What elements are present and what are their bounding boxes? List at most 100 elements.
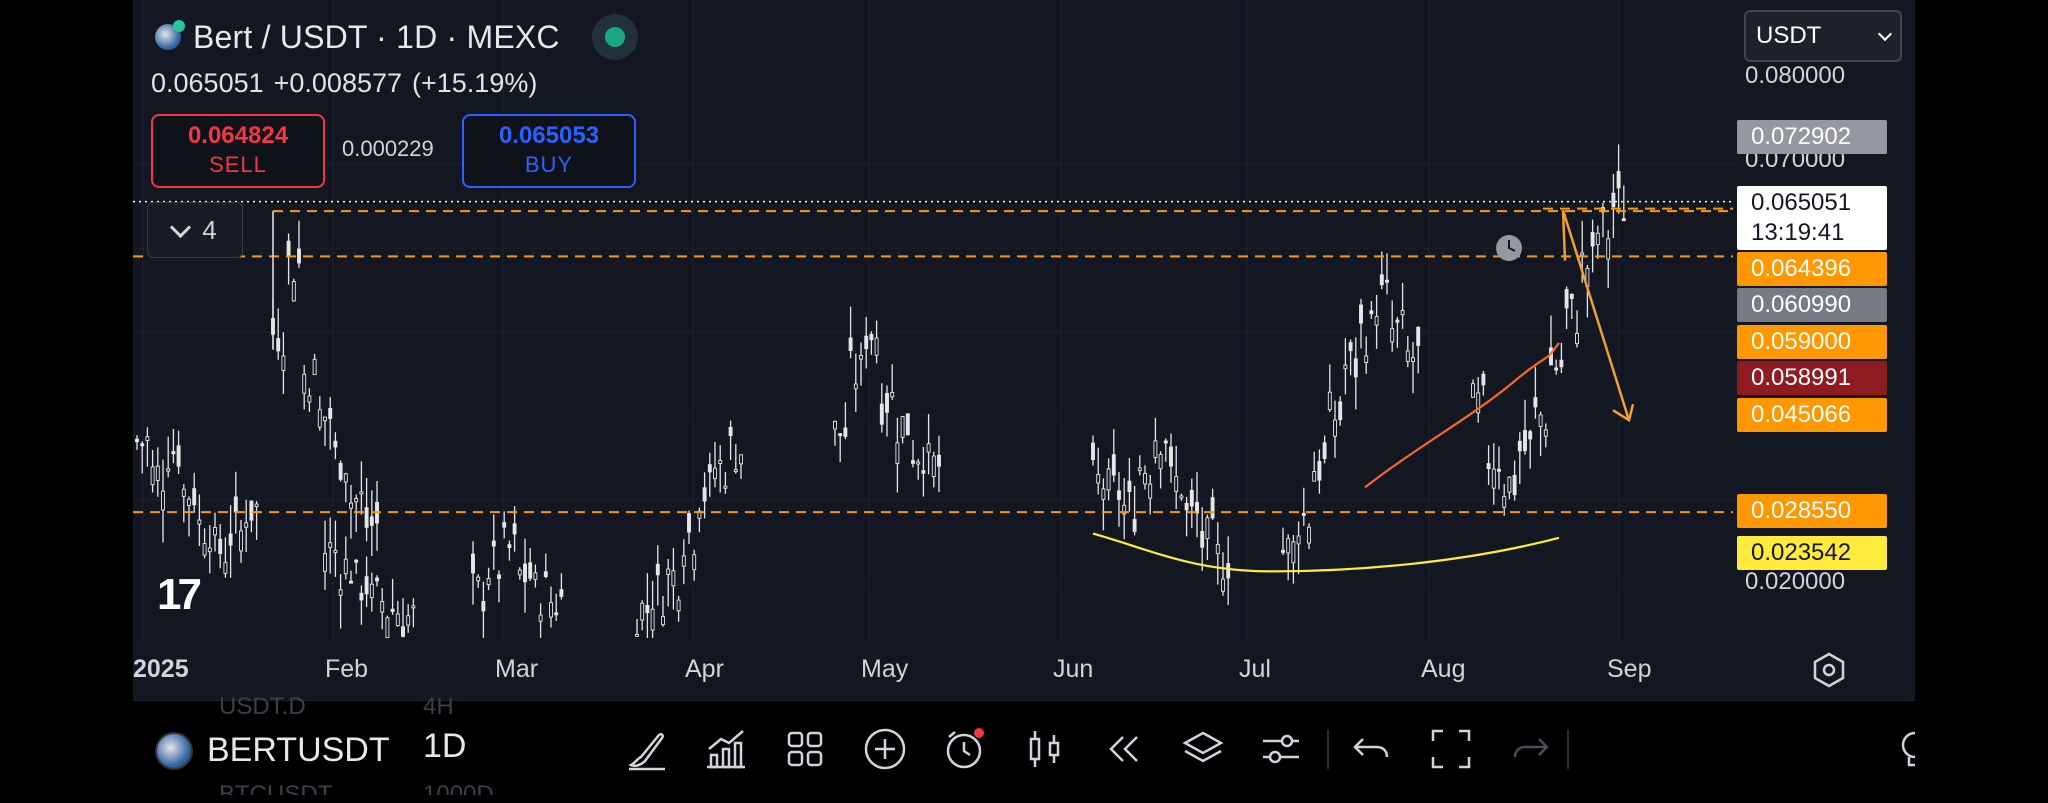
- candle-body: [181, 488, 186, 497]
- candle-body: [1132, 518, 1137, 532]
- candle-body: [1411, 357, 1415, 362]
- buy-button[interactable]: 0.065053 BUY: [462, 114, 636, 188]
- layers-icon[interactable]: [1177, 723, 1229, 775]
- candle-type-icon[interactable]: [1019, 723, 1071, 775]
- candle-body: [681, 555, 686, 567]
- candle-body: [338, 589, 343, 596]
- chart-title[interactable]: Bert / USDT · 1D · MEXC: [193, 18, 560, 55]
- moving-average-yellow: [1092, 532, 1560, 573]
- candle-body: [317, 409, 322, 428]
- time-axis-label: Jun: [1053, 655, 1094, 683]
- live-status-icon: [604, 27, 625, 47]
- add-circle-icon[interactable]: [859, 723, 911, 775]
- market-open-indicator[interactable]: [591, 14, 638, 60]
- candle-body: [411, 605, 416, 609]
- candle-body: [1476, 392, 1481, 414]
- candle-body: [921, 470, 926, 474]
- candle-body: [1096, 473, 1101, 484]
- sell-button[interactable]: 0.064824 SELL: [151, 114, 325, 188]
- candle-body: [192, 488, 197, 506]
- candle-body: [523, 563, 527, 583]
- candle-body: [1327, 391, 1332, 411]
- symbol-button[interactable]: BERTUSDT: [155, 731, 390, 770]
- ghost-interval-below: 1000D: [423, 781, 494, 795]
- bert-logo-icon: [155, 20, 185, 50]
- candle-body: [343, 558, 348, 575]
- candle-body: [328, 407, 333, 419]
- chart-header: Bert / USDT · 1D · MEXC: [155, 14, 638, 60]
- fullscreen-icon[interactable]: [1425, 723, 1477, 775]
- candle-body: [486, 578, 491, 586]
- alert-clock-icon[interactable]: [939, 723, 991, 775]
- ghost-symbol-above: USDT.D: [219, 693, 306, 720]
- indicators-icon[interactable]: [699, 723, 751, 775]
- candle-body: [859, 355, 863, 360]
- settings-sliders-icon[interactable]: [1255, 723, 1307, 775]
- chart-settings-icon[interactable]: [1809, 650, 1849, 690]
- candle-body: [1416, 326, 1421, 346]
- replay-icon[interactable]: [1097, 723, 1149, 775]
- candle-body: [323, 552, 327, 572]
- price-axis-label: 0.020000: [1745, 568, 1846, 595]
- toolbar-divider: [1327, 729, 1329, 769]
- candle-body: [1153, 440, 1158, 458]
- buy-price: 0.065053: [498, 122, 600, 149]
- moving-average-orange: [1364, 342, 1560, 489]
- candle-body: [718, 460, 723, 464]
- candle-body: [369, 583, 374, 599]
- redo-icon[interactable]: [1505, 723, 1557, 775]
- symbol-name: BERTUSDT: [207, 731, 390, 769]
- candle-body: [864, 335, 869, 350]
- candle-body: [507, 544, 512, 549]
- candle-body: [879, 403, 884, 425]
- candle-body: [723, 485, 728, 489]
- candle-body: [213, 527, 217, 536]
- candle-body: [323, 416, 327, 422]
- candle-body: [359, 592, 364, 601]
- chevron-down-icon: [170, 216, 192, 238]
- candle-body: [338, 462, 343, 480]
- price-chart[interactable]: [133, 0, 1915, 700]
- candle-body: [223, 561, 228, 574]
- price-tag: 0.072902: [1737, 120, 1887, 154]
- candle-body: [1569, 293, 1574, 299]
- grid-icon[interactable]: [779, 723, 831, 775]
- candle-body: [343, 473, 348, 483]
- indicators-collapse-button[interactable]: 4: [147, 202, 243, 258]
- candle-body: [895, 442, 900, 464]
- candle-body: [1517, 440, 1522, 452]
- interval-button[interactable]: 1D: [423, 727, 467, 765]
- undo-icon[interactable]: [1345, 723, 1397, 775]
- candle-body: [471, 553, 475, 574]
- candle-body: [197, 519, 202, 525]
- candle-body: [390, 608, 395, 612]
- candle-body: [1528, 431, 1533, 440]
- brush-icon[interactable]: [621, 723, 673, 775]
- candle-body: [1390, 328, 1395, 343]
- candle-body: [291, 281, 296, 302]
- candle-body: [1590, 231, 1595, 247]
- candle-body: [937, 454, 941, 467]
- currency-select[interactable]: USDT: [1744, 10, 1902, 62]
- candle-body: [354, 559, 359, 563]
- candle-body: [1497, 468, 1501, 472]
- price-tag: 0.023542: [1737, 536, 1887, 570]
- candle-body: [1148, 483, 1153, 499]
- lightbulb-icon[interactable]: [1889, 723, 1915, 775]
- candle-body: [911, 460, 915, 464]
- time-axis-label: Jul: [1239, 655, 1271, 683]
- candle-body: [481, 600, 486, 612]
- candle-body: [1291, 541, 1296, 564]
- ghost-interval-above: 4H: [423, 693, 454, 720]
- candle-body: [1405, 350, 1410, 362]
- time-axis-label: Feb: [325, 655, 369, 683]
- price-tag: 0.058991: [1737, 361, 1887, 395]
- candle-body: [1538, 414, 1543, 427]
- chart-area[interactable]: Bert / USDT · 1D · MEXC 0.065051 +0.00857…: [133, 0, 1915, 700]
- candle-body: [1369, 310, 1374, 315]
- candle-body: [276, 338, 281, 352]
- candle-body: [926, 443, 931, 453]
- candle-body: [1338, 401, 1343, 421]
- candle-body: [838, 433, 843, 437]
- candle-body: [254, 503, 259, 508]
